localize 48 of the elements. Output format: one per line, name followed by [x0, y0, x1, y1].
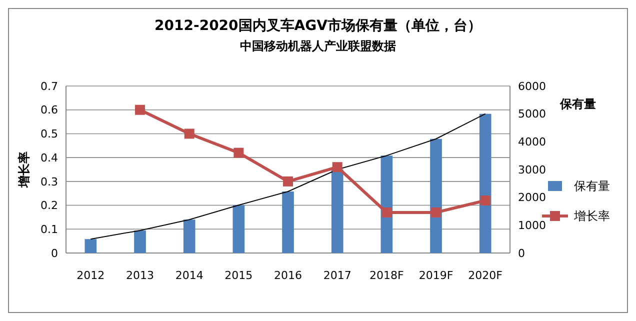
- point: [480, 196, 490, 206]
- bar: [183, 220, 196, 253]
- y-tick-label: 0.2: [40, 199, 58, 212]
- y-axis-title: 增长率: [17, 152, 31, 188]
- x-tick-label: 2017: [323, 269, 352, 282]
- bar: [331, 170, 344, 253]
- bar: [282, 191, 294, 253]
- y-tick-label: 0.7: [40, 80, 58, 93]
- x-tick-label: 2015: [224, 269, 253, 282]
- x-tick-label: 2018F: [370, 269, 404, 282]
- point: [382, 207, 392, 218]
- bar: [84, 239, 97, 253]
- point: [332, 162, 342, 172]
- chart-title: 2012-2020国内叉车AGV市场保有量（单位，台）: [154, 17, 482, 34]
- y2-tick-label: 6000: [518, 80, 546, 93]
- bar: [430, 138, 442, 253]
- x-tick-label: 2012: [76, 269, 105, 282]
- y2-tick-label: 3000: [518, 163, 546, 176]
- x-tick-label: 2013: [126, 269, 154, 282]
- legend-label: 增长率: [573, 209, 610, 224]
- y2-tick-label: 2000: [518, 191, 546, 204]
- x-tick-label: 2014: [175, 269, 204, 282]
- y2-axis-title: 保有量: [559, 97, 596, 111]
- y-tick-label: 0.6: [40, 104, 58, 117]
- chart-subtitle: 中国移动机器人产业联盟数据: [240, 39, 396, 53]
- y2-tick-label: 4000: [518, 136, 546, 149]
- point: [135, 104, 145, 115]
- y2-tick-label: 1000: [518, 219, 546, 232]
- point: [283, 176, 293, 186]
- y-tick-label: 0: [51, 246, 58, 260]
- line-series: [90, 113, 486, 240]
- point: [184, 128, 194, 139]
- bar: [134, 230, 146, 253]
- y-tick-label: 0.1: [40, 222, 58, 236]
- x-tick-label: 2020F: [468, 269, 502, 282]
- point: [431, 207, 441, 218]
- y-tick-label: 0.5: [40, 128, 58, 141]
- x-tick-label: 2019F: [418, 269, 454, 282]
- y2-tick-label: 5000: [518, 108, 546, 121]
- y-tick-label: 0.3: [40, 175, 58, 188]
- bar: [380, 156, 393, 253]
- x-tick-label: 2016: [274, 269, 302, 282]
- point: [234, 148, 244, 158]
- bar: [232, 205, 245, 253]
- y-tick-label: 0.4: [40, 151, 58, 164]
- y2-tick-label: 0: [518, 246, 525, 260]
- bar: [479, 114, 492, 253]
- legend-label: 保有量: [574, 179, 610, 194]
